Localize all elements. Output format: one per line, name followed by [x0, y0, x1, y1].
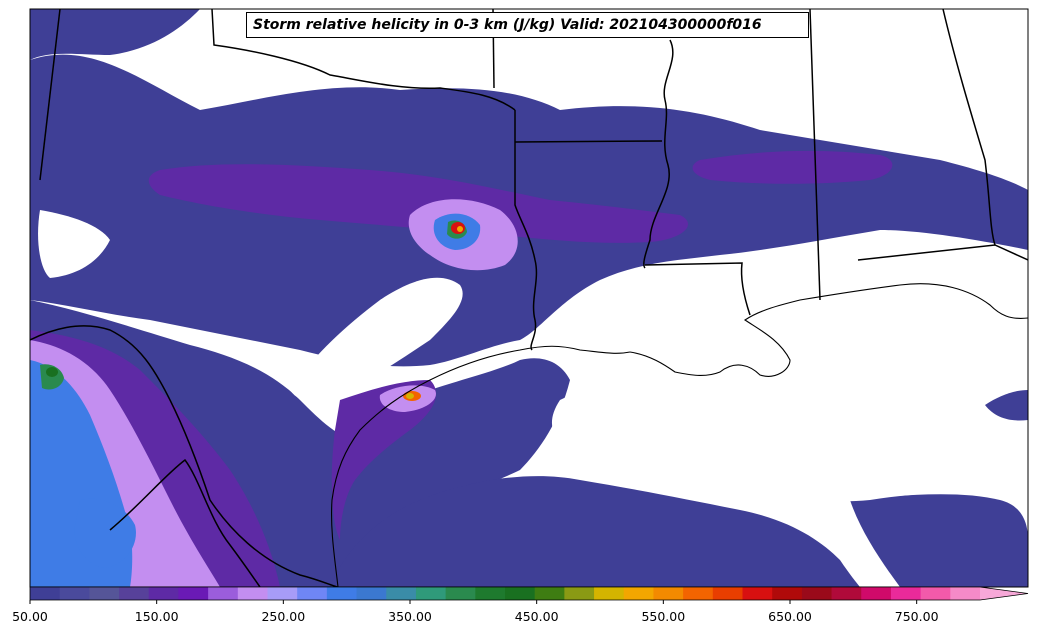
border-mississippi-alabama	[809, 9, 821, 301]
map-title: Storm relative helicity in 0-3 km (J/kg)…	[246, 12, 809, 38]
border-alabama-georgia	[942, 9, 996, 246]
colorbar-swatch	[653, 587, 684, 600]
colorbar-swatch	[534, 587, 565, 600]
border-texas-new-mexico	[39, 9, 61, 181]
colorbar-tick-label: 750.00	[894, 609, 939, 624]
helicity-region-gulf	[330, 476, 860, 587]
colorbar-swatch	[831, 587, 862, 600]
border-texas-oklahoma	[211, 9, 516, 111]
colorbar-swatch	[475, 587, 506, 600]
colorbar-swatch	[356, 587, 387, 600]
colorbar-swatch	[950, 587, 981, 600]
colorbar-swatch	[297, 587, 328, 600]
colorbar-swatch	[237, 587, 268, 600]
helicity-region-eastgulf	[985, 390, 1028, 421]
colorbar-tick-label: 650.00	[768, 609, 812, 624]
clear-region-west	[38, 210, 110, 278]
border-mississippi-river	[643, 39, 674, 269]
moderate-band-north	[148, 164, 689, 243]
coastline	[331, 283, 1028, 587]
colorbar-swatch	[890, 587, 922, 600]
clear-region-gulf	[551, 366, 1028, 502]
colorbar-swatch	[178, 587, 209, 600]
coastline-louisiana	[629, 283, 1028, 377]
colorbar-swatch	[386, 587, 417, 600]
colorbar-extend-arrow	[980, 587, 1028, 600]
core-blue-southwest	[74, 498, 136, 568]
colorbar-swatch	[267, 587, 298, 600]
colorbar-swatch	[801, 587, 833, 600]
border-arkansas-louisiana	[514, 140, 663, 143]
colorbar-swatch	[208, 587, 239, 600]
colorbar-swatch	[445, 587, 476, 600]
helicity-field	[30, 9, 1028, 587]
colorbar-tick-label: 150.00	[134, 609, 179, 624]
helicity-region-northwest	[30, 9, 200, 60]
helicity-region-east	[850, 494, 1028, 587]
coastline-texas	[331, 345, 631, 587]
clear-region-southeast	[720, 265, 1028, 390]
colorbar-tick-label: 250.00	[261, 609, 306, 624]
peak-yellow-coast	[406, 393, 414, 399]
colorbar-swatch	[742, 587, 773, 600]
colorbar-swatch	[505, 587, 536, 600]
border-mexico-states	[109, 458, 261, 587]
border-florida	[857, 244, 1028, 261]
colorbar-swatch	[920, 587, 951, 600]
colorbar-swatch	[326, 587, 358, 600]
colorbar-swatch	[30, 587, 61, 600]
colorbar-swatch	[564, 587, 595, 600]
peak-yellow-east-texas	[457, 226, 463, 232]
colorbar-tick-label: 350.00	[388, 609, 432, 624]
colorbar-outline	[29, 586, 1029, 601]
colorbar-swatch	[683, 587, 714, 600]
clear-region-central	[290, 277, 463, 402]
border-texas-louisiana	[514, 110, 538, 351]
colorbar-swatch	[623, 587, 654, 600]
colorbar-swatch	[119, 587, 150, 600]
moderate-region-coast	[331, 380, 437, 540]
colorbar-swatch	[89, 587, 120, 600]
colorbar	[29, 586, 1029, 604]
clear-region-north	[520, 9, 1028, 140]
colorbar-tick-label: 450.00	[514, 609, 559, 624]
colorbar-tick-label: 550.00	[641, 609, 686, 624]
state-borders	[30, 9, 1028, 587]
colorbar-swatch	[712, 587, 743, 600]
border-louisiana-mississippi	[644, 262, 751, 316]
colorbar-swatch	[59, 587, 90, 600]
colorbar-swatch	[594, 587, 625, 600]
colorbar-tick-label: 50.00	[12, 609, 48, 624]
colorbar-swatch	[148, 587, 179, 600]
peak-green-southwest	[46, 367, 58, 377]
moderate-band-east	[692, 150, 893, 184]
colorbar-swatch	[861, 587, 892, 600]
colorbar-swatch	[415, 587, 447, 600]
border-texas-mexico	[30, 325, 339, 587]
colorbar-swatch	[772, 587, 803, 600]
